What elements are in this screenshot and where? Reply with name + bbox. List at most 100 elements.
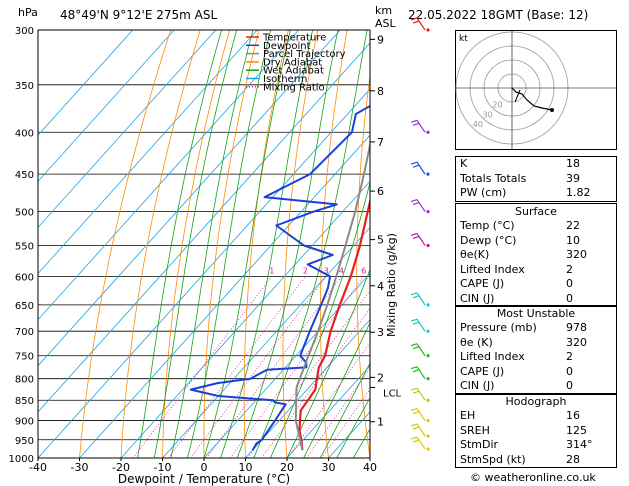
temperature-line bbox=[298, 196, 370, 451]
wet-adiabat-line bbox=[319, 362, 370, 458]
legend-entry: Wet Adiabat bbox=[263, 66, 324, 77]
x-tick-label: -20 bbox=[112, 461, 130, 474]
most-unstable-value: 978 bbox=[566, 321, 587, 334]
most-unstable-label: CAPE (J) bbox=[460, 364, 505, 378]
mixing-ratio-label: 8 bbox=[378, 266, 383, 275]
dry-adiabat-line bbox=[243, 30, 289, 458]
mixing-ratio-label: 25 bbox=[445, 266, 455, 275]
hodograph-param-row: EH 16 bbox=[456, 409, 616, 424]
surface-row: Dewp (°C) 10 bbox=[456, 234, 616, 249]
pressure-tick-label: 550 bbox=[15, 241, 34, 252]
x-tick-label: 0 bbox=[201, 461, 208, 474]
x-tick-label: 40 bbox=[363, 461, 377, 474]
pressure-tick-label: 800 bbox=[15, 375, 34, 386]
km-tick-label: 6 bbox=[377, 185, 384, 198]
isotherm-line bbox=[79, 134, 370, 458]
wet-adiabat-line bbox=[187, 30, 272, 458]
altitude-unit-asl: ASL bbox=[375, 17, 396, 30]
surface-value: 0 bbox=[566, 277, 573, 290]
hodograph-storm-motion bbox=[550, 108, 554, 112]
dry-adiabat-line bbox=[320, 30, 348, 458]
legend-entry: Temperature bbox=[262, 33, 326, 44]
surface-row: Lifted Index 2 bbox=[456, 263, 616, 278]
km-tick-label: 5 bbox=[377, 234, 384, 247]
x-tick-label: -40 bbox=[29, 461, 47, 474]
hodograph-param-value: 125 bbox=[566, 423, 587, 437]
hodograph-param-label: StmSpd (kt) bbox=[460, 452, 526, 466]
hodograph-param-row: SREH 125 bbox=[456, 424, 616, 439]
km-tick-label: 2 bbox=[377, 371, 384, 384]
mixing-ratio-label: 4 bbox=[339, 266, 344, 275]
wind-barb bbox=[410, 17, 430, 32]
hodograph-param-label: SREH bbox=[460, 423, 490, 437]
wind-barb bbox=[410, 318, 430, 333]
most-unstable-table: Most Unstable Pressure (mb) 978 θe (K) 320 L… bbox=[455, 305, 617, 395]
wind-barb bbox=[410, 161, 430, 176]
wet-adiabat-line bbox=[236, 30, 339, 458]
index-row: Totals Totals 39 bbox=[456, 172, 616, 187]
surface-row: CIN (J) 0 bbox=[456, 292, 616, 307]
wind-barb bbox=[410, 119, 430, 134]
pressure-tick-label: 950 bbox=[15, 436, 34, 447]
indices-table: K 18 Totals Totals 39 PW (cm) 1.82 bbox=[455, 156, 617, 202]
pressure-tick-label: 900 bbox=[15, 417, 34, 428]
most-unstable-row: CAPE (J) 0 bbox=[456, 365, 616, 380]
index-value: 18 bbox=[566, 157, 580, 170]
index-row: K 18 bbox=[456, 157, 616, 172]
hodograph-param-row: StmSpd (kt) 28 bbox=[456, 453, 616, 468]
mixing-ratio-line bbox=[261, 307, 370, 458]
x-tick-label: 30 bbox=[322, 461, 336, 474]
hodograph-table-title: Hodograph bbox=[505, 395, 567, 408]
hodograph-param-row: StmDir 314° bbox=[456, 438, 616, 453]
wet-adiabat-line bbox=[303, 321, 370, 458]
hodograph-unit-label: kt bbox=[459, 34, 468, 44]
dewpoint-line bbox=[189, 104, 370, 451]
surface-row: Temp (°C) 22 bbox=[456, 219, 616, 234]
pressure-tick-label: 1000 bbox=[9, 454, 34, 465]
pressure-tick-label: 700 bbox=[15, 327, 34, 338]
mixing-ratio-label: 20 bbox=[431, 266, 441, 275]
most-unstable-value: 320 bbox=[566, 335, 587, 349]
isotherm-line bbox=[38, 30, 299, 321]
mixing-ratio-line bbox=[306, 367, 370, 458]
isotherm-line bbox=[38, 30, 175, 182]
isotherm-line bbox=[38, 30, 258, 275]
isotherm-line bbox=[38, 88, 370, 458]
mixing-ratio-label: 3 bbox=[324, 266, 329, 275]
surface-value: 2 bbox=[566, 262, 573, 276]
km-tick-label: 8 bbox=[377, 85, 384, 98]
altitude-unit-km: km bbox=[375, 4, 393, 17]
isotherm-line bbox=[245, 319, 370, 458]
wind-barb bbox=[410, 407, 430, 423]
dry-adiabat-line bbox=[356, 72, 370, 458]
surface-row: θe(K) 320 bbox=[456, 248, 616, 263]
index-label: PW (cm) bbox=[460, 186, 507, 199]
hodograph-param-value: 28 bbox=[566, 452, 580, 466]
wind-barb bbox=[410, 436, 430, 451]
wind-barb bbox=[410, 387, 430, 402]
dry-adiabat-line bbox=[120, 30, 201, 458]
x-tick-label: 10 bbox=[239, 461, 253, 474]
most-unstable-row: CIN (J) 0 bbox=[456, 379, 616, 394]
pressure-tick-label: 850 bbox=[15, 396, 34, 407]
hodograph-param-label: EH bbox=[460, 409, 476, 422]
surface-label: Dewp (°C) bbox=[460, 233, 517, 247]
surface-table: Surface Temp (°C) 22 Dewp (°C) 10 θe(K) 320 Li… bbox=[455, 203, 617, 307]
mixing-ratio-line bbox=[132, 276, 273, 458]
parcel-trajectory-line bbox=[294, 140, 370, 451]
hodograph-trace bbox=[511, 87, 553, 111]
surface-value: 22 bbox=[566, 219, 580, 232]
surface-title: Surface bbox=[515, 205, 557, 218]
km-tick-label: 4 bbox=[377, 280, 384, 293]
most-unstable-label: Pressure (mb) bbox=[460, 321, 537, 334]
legend-entry: Dewpoint bbox=[263, 41, 311, 52]
hodograph-ring-label: 30 bbox=[483, 110, 493, 119]
most-unstable-label: Lifted Index bbox=[460, 350, 525, 363]
lcl-label: LCL bbox=[383, 388, 402, 399]
legend-entry: Dry Adiabat bbox=[263, 57, 322, 68]
km-tick-label: 3 bbox=[377, 326, 384, 339]
wet-adiabat-line bbox=[336, 396, 370, 458]
mixing-ratio-label: 6 bbox=[361, 266, 366, 275]
